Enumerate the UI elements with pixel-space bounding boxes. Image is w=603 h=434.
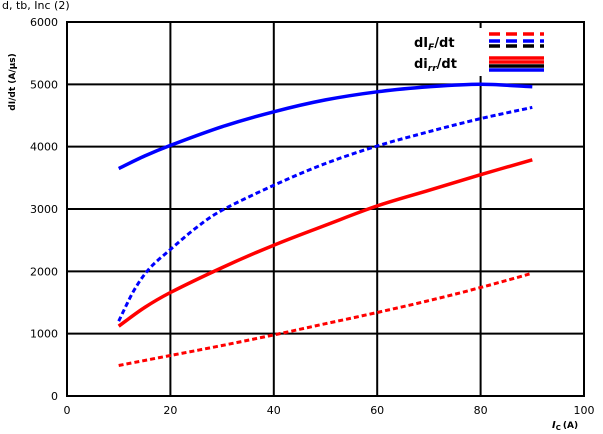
series-line-1: [117, 82, 533, 171]
x-axis-label-unit: (A): [563, 421, 578, 431]
plot-frame: [66, 21, 585, 397]
y-tick-label: 5000: [30, 78, 58, 91]
legend-label-rr: dirr/dt: [414, 57, 457, 74]
legend-label-fwd-main: dI: [414, 36, 428, 51]
top-label: d, tb, Inc (2): [2, 0, 70, 12]
grid: [66, 21, 585, 397]
x-axis-label-sub: C: [556, 424, 561, 432]
y-tick-label: 0: [51, 390, 58, 403]
legend-label-rr-tail: /dt: [437, 57, 457, 72]
legend-swatches: [489, 32, 544, 72]
x-tick-label: 100: [574, 404, 595, 417]
y-tick-label: 3000: [30, 203, 58, 216]
series-group: [117, 82, 533, 367]
series-line-2: [117, 105, 533, 322]
y-tick-label: 1000: [30, 328, 58, 341]
x-tick-label: 80: [474, 404, 488, 417]
x-tick-label: 40: [267, 404, 281, 417]
legend-background: [410, 28, 550, 76]
legend-label-fwd: dIF/dt: [414, 36, 455, 53]
series-line-4: [118, 271, 533, 367]
legend-label-fwd-sub: F: [428, 43, 435, 53]
legend: dIF/dt dirr/dt: [410, 28, 550, 76]
y-tick-label: 4000: [30, 141, 58, 154]
x-tick-label: 20: [163, 404, 177, 417]
y-tick-label: 2000: [30, 265, 58, 278]
x-tick-label: 60: [370, 404, 384, 417]
legend-label-rr-sub: rr: [428, 64, 437, 74]
series-line-3: [117, 158, 533, 328]
y-axis-label: dI/dt (A/µs): [8, 53, 18, 110]
x-axis-label: IC (A): [552, 420, 578, 432]
legend-label-fwd-tail: /dt: [434, 36, 454, 51]
x-tick-label: 0: [64, 404, 71, 417]
legend-label-rr-main: di: [414, 57, 428, 72]
x-axis-label-main: I: [552, 420, 556, 431]
y-tick-label: 6000: [30, 16, 58, 29]
